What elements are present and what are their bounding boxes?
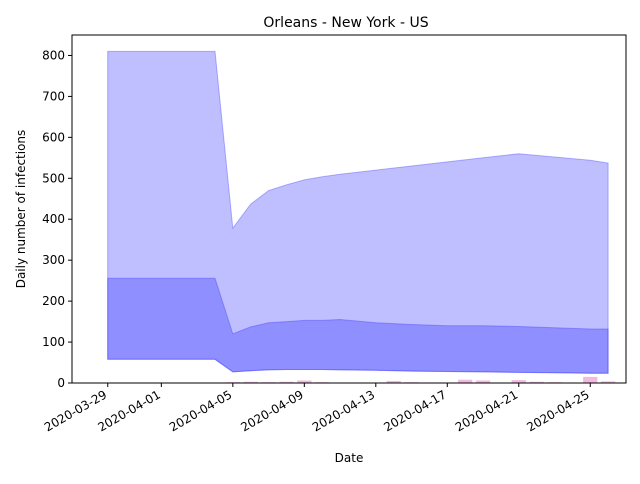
daily-case-bar bbox=[458, 379, 473, 383]
daily-case-bar bbox=[386, 381, 401, 383]
daily-case-bar bbox=[475, 380, 491, 383]
x-tick-label: 2020-04-25 bbox=[524, 387, 591, 434]
daily-case-bar bbox=[601, 381, 616, 383]
x-tick-label: 2020-04-21 bbox=[453, 387, 520, 434]
y-axis-label: Daily number of infections bbox=[14, 130, 28, 289]
y-tick-label: 800 bbox=[42, 48, 65, 62]
y-tick-label: 600 bbox=[42, 130, 65, 144]
y-tick-label: 100 bbox=[42, 335, 65, 349]
daily-case-bar bbox=[243, 381, 258, 383]
daily-case-bar bbox=[583, 376, 598, 383]
outer-confidence-band bbox=[107, 50, 609, 374]
daily-case-bar bbox=[511, 380, 526, 383]
x-axis-label: Date bbox=[335, 451, 364, 465]
chart-title: Orleans - New York - US bbox=[263, 15, 428, 31]
plot-frame bbox=[71, 34, 627, 384]
daily-case-bar bbox=[297, 380, 312, 383]
x-tick-label: 2020-04-05 bbox=[167, 387, 234, 434]
y-tick-label: 400 bbox=[42, 212, 65, 226]
y-tick-label: 0 bbox=[57, 376, 65, 390]
y-tick-label: 200 bbox=[42, 294, 65, 308]
daily-case-bar bbox=[529, 381, 544, 383]
x-tick-label: 2020-04-17 bbox=[381, 387, 448, 434]
inner-confidence-band bbox=[107, 277, 609, 374]
y-tick-label: 300 bbox=[42, 253, 65, 267]
daily-case-bar bbox=[279, 381, 294, 383]
y-tick-label: 500 bbox=[42, 171, 65, 185]
y-tick-label: 700 bbox=[42, 89, 65, 103]
x-tick-label: 2020-04-09 bbox=[238, 387, 305, 434]
x-tick-label: 2020-04-13 bbox=[310, 387, 377, 434]
